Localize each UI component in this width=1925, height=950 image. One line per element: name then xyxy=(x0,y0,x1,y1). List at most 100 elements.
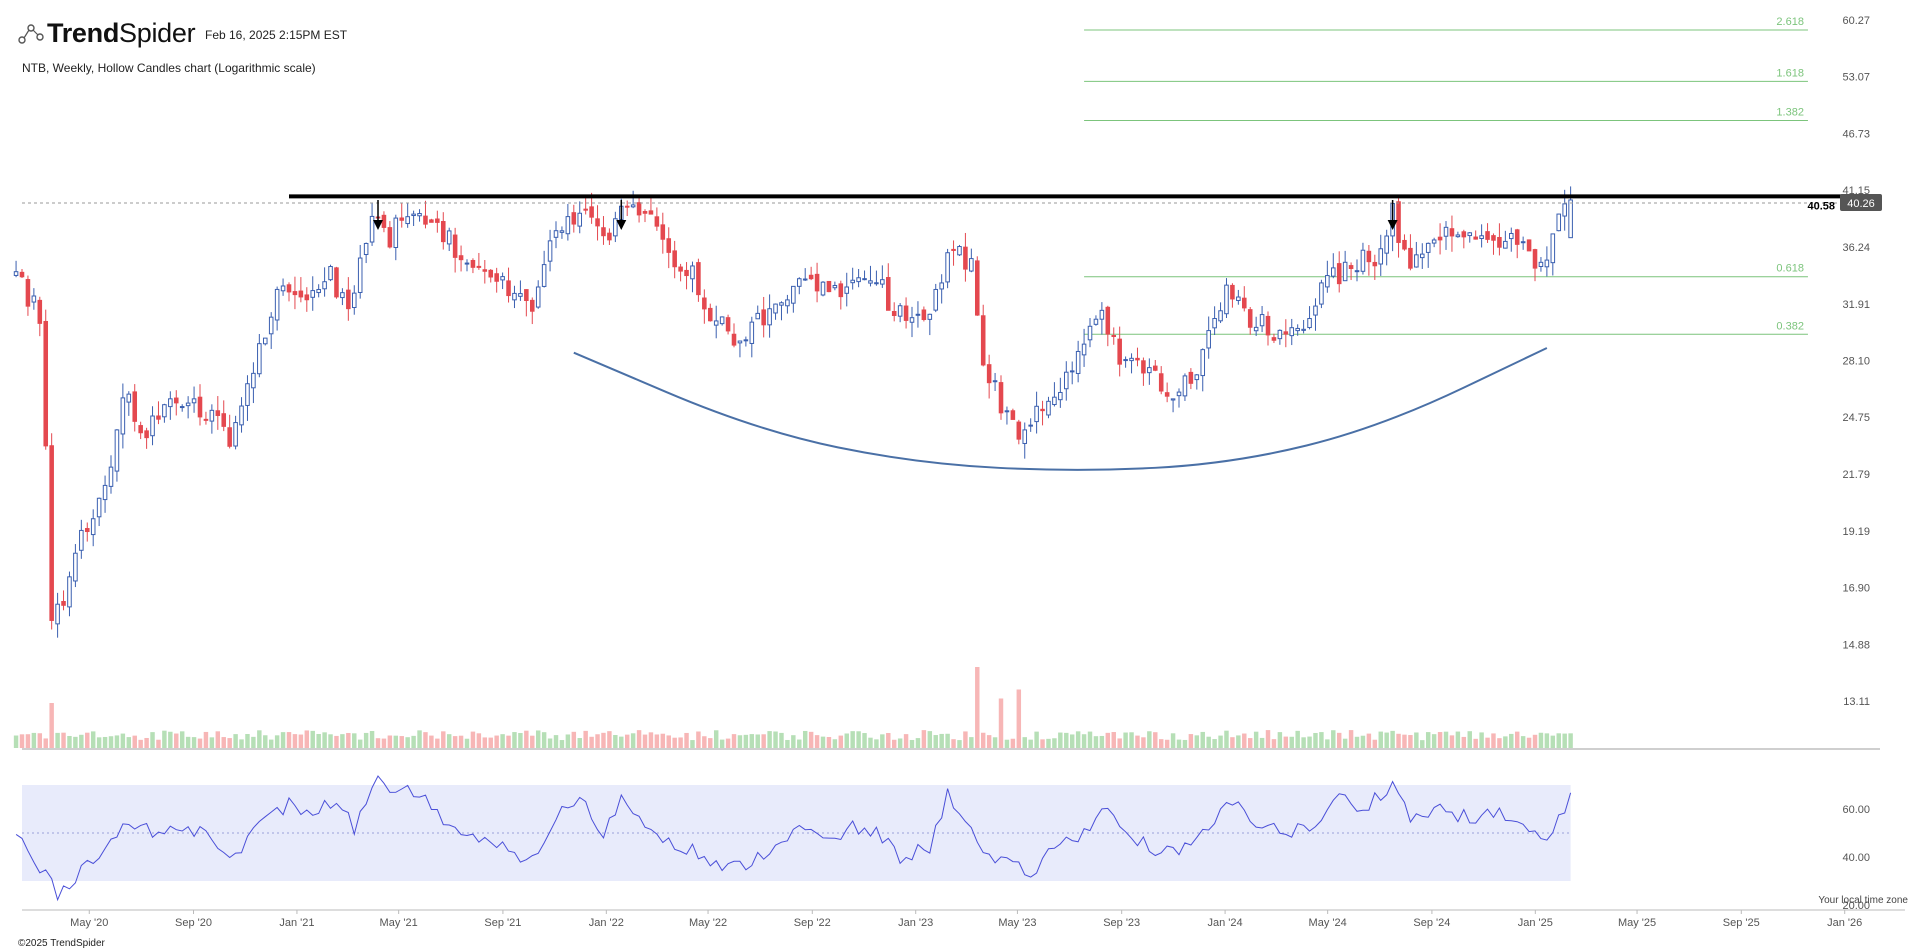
volume-bar xyxy=(114,735,120,748)
volume-bar xyxy=(156,739,161,748)
candle-body xyxy=(802,278,808,281)
candle-body xyxy=(785,299,790,307)
candle-body xyxy=(1479,235,1484,240)
volume-bar xyxy=(1230,737,1235,748)
volume-bar xyxy=(1064,732,1069,748)
price-axis-tick: 31.91 xyxy=(1842,299,1870,311)
volume-bar xyxy=(749,734,755,748)
candle-body xyxy=(1152,365,1158,371)
volume-bar xyxy=(518,733,523,748)
candle-body xyxy=(553,230,559,238)
time-axis-tick-label: Sep '23 xyxy=(1103,917,1140,929)
volume-bar xyxy=(1087,731,1093,748)
volume-bar xyxy=(96,737,102,748)
volume-bar xyxy=(731,734,737,748)
volume-bar xyxy=(1313,732,1318,748)
volume-bar xyxy=(1259,737,1265,748)
candle-body xyxy=(334,267,339,298)
candle-body xyxy=(292,291,298,296)
volume-bar xyxy=(660,733,666,748)
volume-bar xyxy=(185,736,191,748)
candle-body xyxy=(850,279,855,284)
volume-bar xyxy=(298,734,304,748)
candle-body xyxy=(945,252,950,283)
volume-bar xyxy=(138,739,143,748)
volume-bar xyxy=(304,730,310,748)
candle-body xyxy=(874,282,879,285)
candle-body xyxy=(37,299,43,324)
candle-body xyxy=(405,216,410,225)
volume-bar xyxy=(577,738,582,748)
candle-body xyxy=(1473,236,1478,240)
candle-body xyxy=(470,259,476,268)
volume-bar xyxy=(886,733,891,748)
candle-body xyxy=(132,391,138,422)
volume-bar xyxy=(79,734,84,748)
candle-body xyxy=(1176,391,1182,397)
candle-body xyxy=(203,418,209,421)
volume-bar xyxy=(381,738,387,748)
volume-bar xyxy=(630,733,636,748)
volume-bar xyxy=(702,736,707,748)
volume-bar xyxy=(268,739,274,748)
candle-body xyxy=(61,601,66,606)
candle-body xyxy=(868,280,873,284)
candle-body xyxy=(1331,267,1336,277)
candle-body xyxy=(808,274,814,280)
volume-bar xyxy=(1242,733,1247,748)
price-candles xyxy=(13,186,1573,638)
candle-body xyxy=(482,269,488,272)
candle-body xyxy=(1271,337,1277,341)
candle-body xyxy=(541,264,547,287)
volume-bar xyxy=(1010,738,1016,748)
candle-body xyxy=(393,217,399,249)
volume-bar xyxy=(737,735,743,748)
candle-body xyxy=(1265,315,1271,336)
brand-name-regular: Spider xyxy=(119,18,196,48)
candle-body xyxy=(340,292,345,299)
volume-bar xyxy=(446,734,452,748)
volume-bar xyxy=(61,732,66,748)
volume-bar xyxy=(126,737,132,748)
price-axis-tick: 53.07 xyxy=(1842,72,1870,84)
volume-bar xyxy=(1378,731,1383,748)
volume-bar xyxy=(1532,734,1538,748)
volume-bar xyxy=(405,737,410,748)
volume-bar xyxy=(1503,736,1508,748)
volume-bar xyxy=(1366,733,1372,748)
volume-bar xyxy=(696,731,701,748)
volume-bar xyxy=(1509,733,1514,748)
volume-bar xyxy=(725,738,731,748)
candle-body xyxy=(897,305,903,317)
candle-body xyxy=(1384,235,1389,254)
volume-bar xyxy=(1538,732,1544,748)
volume-bar xyxy=(334,735,339,748)
candle-body xyxy=(1087,325,1093,341)
candle-body xyxy=(1550,233,1556,264)
candle-body xyxy=(102,484,108,501)
last-price-label: 40.26 xyxy=(1847,198,1875,210)
candle-body xyxy=(826,280,832,293)
time-axis-tick-label: May '25 xyxy=(1618,917,1656,929)
candle-body xyxy=(767,308,772,326)
volume-bar xyxy=(1046,738,1051,748)
candle-body xyxy=(1307,318,1312,329)
candle-body xyxy=(571,212,577,225)
volume-bar xyxy=(43,738,48,748)
volume-bar xyxy=(1431,734,1437,748)
trendspider-logo[interactable]: TrendSpider xyxy=(18,18,196,49)
candle-body xyxy=(891,311,897,316)
candle-body xyxy=(1010,410,1016,420)
candle-body xyxy=(880,279,885,285)
candle-body xyxy=(927,313,933,320)
timezone-note[interactable]: Your local time zone xyxy=(1818,895,1908,906)
candle-body xyxy=(1241,297,1247,309)
volume-bar xyxy=(1544,733,1550,748)
candle-body xyxy=(707,307,713,322)
volume-bar xyxy=(352,733,357,748)
candle-body xyxy=(1425,242,1431,253)
volume-bar xyxy=(191,737,197,748)
volume-bar xyxy=(494,735,499,748)
candle-body xyxy=(1253,326,1259,332)
price-axis-tick: 14.88 xyxy=(1842,639,1870,651)
